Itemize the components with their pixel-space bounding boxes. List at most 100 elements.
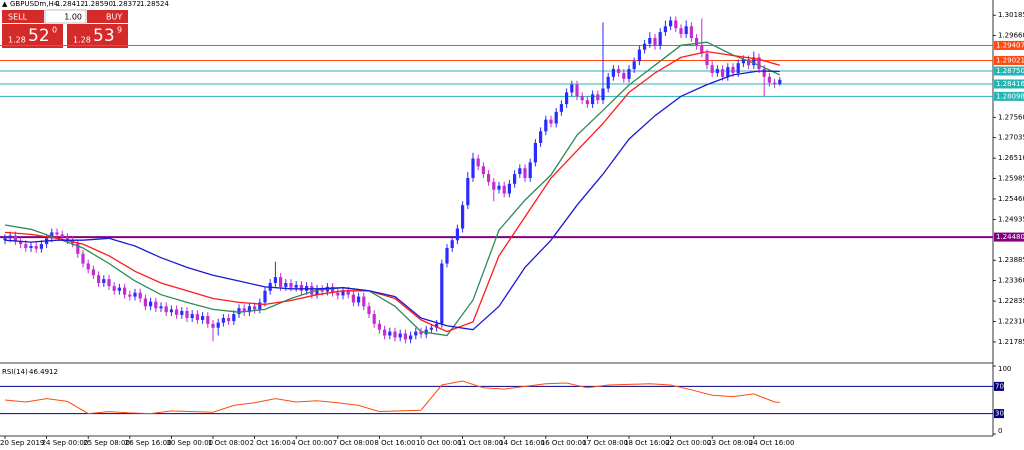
x-tick-label: 16 Oct 00:00 [541, 439, 587, 447]
candle-body [721, 69, 725, 77]
candle-body [695, 37, 699, 46]
x-tick-label: 18 Oct 16:00 [624, 439, 670, 447]
x-tick-label: 23 Oct 08:00 [707, 439, 753, 447]
candle-body [549, 119, 553, 124]
buy-price-prefix[interactable]: 1.28 [73, 36, 91, 45]
buy-price-fraction[interactable]: 9 [117, 26, 122, 35]
candle-body [575, 84, 579, 97]
candle-body [518, 168, 522, 175]
candle-body [211, 323, 215, 328]
sell-price-box[interactable] [2, 24, 63, 48]
candle-body [123, 287, 127, 295]
candle-body [539, 131, 543, 143]
candle-body [414, 331, 418, 336]
candle-body [185, 310, 189, 318]
x-tick-label: 22 Oct 00:00 [666, 439, 712, 447]
candle-body [97, 275, 101, 283]
x-tick-label: 11 Oct 08:00 [458, 439, 504, 447]
candle-body [19, 240, 23, 245]
candle-body [195, 314, 199, 320]
y-tick-label: 1.25985 [998, 175, 1024, 183]
candle-body [419, 331, 423, 335]
symbol: GBPUSDm,H4 [10, 0, 59, 8]
y-tick-label: 1.22310 [998, 317, 1024, 325]
price-level-label: 1.29021 [996, 56, 1024, 64]
sell-price-pips[interactable]: 52 [28, 26, 50, 46]
rsi-level-label: 70 [995, 382, 1004, 390]
high: 1.28590 [84, 0, 113, 8]
candle-body [591, 94, 595, 105]
candle-body [102, 279, 106, 283]
sell-price-prefix[interactable]: 1.28 [8, 36, 26, 45]
moving-average [4, 41, 781, 337]
candle-body [221, 317, 225, 323]
candle-body [242, 308, 246, 313]
candle-body [409, 335, 413, 340]
candle-body [502, 185, 506, 194]
candle-body [180, 310, 184, 315]
candle-body [263, 290, 267, 303]
buy-price-box[interactable] [67, 24, 128, 48]
low: 1.28372 [112, 0, 141, 8]
candle-body [767, 76, 771, 83]
rsi-value: 46.4912 [29, 368, 58, 376]
price-level-label: 1.28750 [996, 67, 1024, 75]
candle-body [663, 26, 667, 33]
rsi-level-tag [994, 409, 1004, 419]
candle-body [445, 247, 449, 264]
buy-price-pips[interactable]: 53 [93, 26, 115, 46]
candle-body [513, 174, 517, 184]
candle-body [383, 329, 387, 336]
candle-body [674, 20, 678, 29]
header-icon: ▲ [2, 0, 8, 8]
price-level-tag [994, 40, 1024, 50]
sell-label[interactable]: SELL [8, 13, 28, 22]
candle-body [299, 284, 303, 291]
candle-body [601, 88, 605, 101]
candle-body [377, 323, 381, 330]
price-level-label: 1.29407 [996, 41, 1024, 49]
buy-label[interactable]: BUY [106, 13, 122, 22]
candle-body [3, 238, 7, 241]
candle-body [627, 69, 631, 79]
candle-body [606, 76, 610, 89]
sell-price-fraction[interactable]: 0 [52, 26, 57, 35]
candle-body [247, 306, 251, 313]
candle-body [164, 306, 168, 313]
candle-body [658, 32, 662, 46]
candle-body [622, 72, 626, 79]
rsi-tick-label: 0 [998, 427, 1002, 435]
y-tick-label: 1.27560 [998, 113, 1024, 121]
moving-average [4, 70, 780, 331]
price-level-tag [994, 66, 1024, 76]
y-tick-label: 1.25460 [998, 195, 1024, 203]
candle-body [351, 294, 355, 303]
y-tick-label: 1.26510 [998, 154, 1024, 162]
x-tick-label: 10 Oct 00:00 [416, 439, 462, 447]
candle-body [710, 65, 714, 73]
header: ▲ GBPUSDm,H4 1.28412 1.28590 1.28372 1.2… [2, 0, 169, 8]
lot-input[interactable] [44, 9, 87, 24]
candle-body [747, 59, 751, 66]
sell-button[interactable] [2, 10, 44, 23]
candle-body [294, 284, 298, 288]
x-tick-label: 20 Sep 2019 [0, 439, 44, 447]
candle-body [632, 61, 636, 70]
candle-body [143, 298, 147, 307]
candle-body [112, 286, 116, 291]
candle-body [138, 292, 142, 299]
price-level-tag [994, 91, 1024, 101]
candle-body [201, 316, 205, 320]
candle-body [643, 43, 647, 50]
candle-body [731, 67, 735, 73]
candle-body [76, 243, 80, 254]
candle-body [533, 142, 537, 163]
candle-body [24, 244, 28, 248]
lot-value[interactable]: 1.00 [64, 13, 82, 22]
buy-button[interactable] [87, 10, 128, 23]
candle-body [570, 84, 574, 93]
candle-body [232, 314, 236, 322]
candle-body [91, 269, 95, 276]
